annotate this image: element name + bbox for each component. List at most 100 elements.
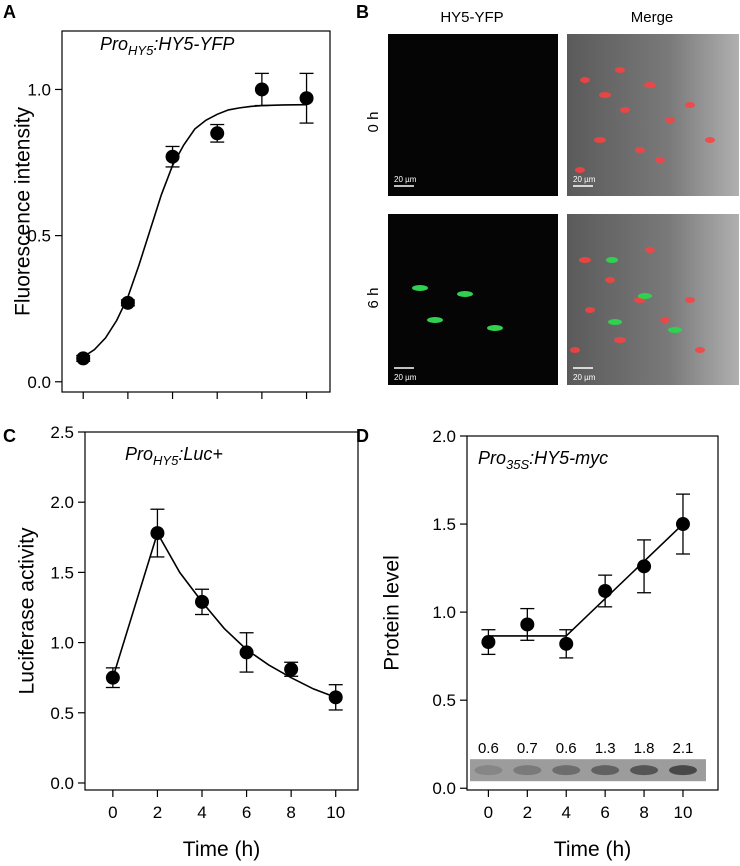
annotation-part: Pro	[478, 448, 506, 468]
data-point	[637, 559, 652, 574]
blot-label: 0.7	[517, 740, 538, 757]
fit-curve	[82, 103, 307, 358]
y-tick-label: 0.0	[432, 779, 456, 798]
blot-band	[513, 765, 542, 776]
data-point	[120, 295, 135, 310]
data-point	[150, 526, 165, 541]
annotation-part: :HY5-YFP	[153, 34, 234, 54]
x-tick-label: 4	[197, 803, 206, 822]
plot-frame	[61, 30, 331, 393]
y-tick-label: 2.0	[432, 427, 456, 446]
scale-bar-label: 20 µm	[394, 373, 417, 382]
panel-label: B	[356, 2, 369, 22]
fit-curve	[488, 523, 684, 637]
column-title: HY5-YFP	[440, 9, 503, 26]
data-point	[239, 645, 254, 660]
y-tick-label: 0.0	[50, 774, 74, 793]
fit-curve	[112, 531, 336, 699]
data-point	[675, 517, 690, 532]
blot-band	[552, 765, 581, 776]
blot-label: 1.3	[595, 740, 616, 757]
y-axis-title: Protein level	[381, 555, 404, 671]
scale-bar-label: 20 µm	[394, 175, 417, 184]
annotation: Pro35S:HY5-myc	[478, 448, 608, 472]
blot-label: 0.6	[556, 740, 577, 757]
scale-bar-label: 20 µm	[573, 373, 596, 382]
data-point	[598, 583, 613, 598]
annotation-part: Pro	[100, 34, 128, 54]
y-tick-label: 2.0	[50, 493, 74, 512]
blot-label: 2.1	[673, 740, 694, 757]
data-point	[520, 617, 535, 632]
annotation: ProHY5:HY5-YFP	[100, 34, 234, 58]
annotation: ProHY5:Luc+	[125, 444, 223, 468]
annotation-part: :HY5-myc	[529, 448, 608, 468]
column-title: Merge	[631, 9, 674, 26]
annotation-subscript: 35S	[506, 457, 529, 472]
nuclei	[570, 67, 715, 353]
scale-bar-label: 20 µm	[573, 175, 596, 184]
y-tick-label: 1.0	[50, 634, 74, 653]
x-tick-label: 0	[484, 803, 493, 822]
blot-label: 1.8	[634, 740, 655, 757]
panel-label: C	[3, 426, 16, 446]
x-tick-label: 6	[600, 803, 609, 822]
y-axis-title: Fluorescence intensity	[12, 107, 35, 316]
x-tick-label: 10	[326, 803, 345, 822]
x-axis-title: Time (h)	[183, 838, 260, 861]
micrograph	[388, 214, 558, 385]
panel-label: A	[3, 2, 16, 22]
micrograph	[388, 34, 558, 196]
x-tick-label: 10	[674, 803, 693, 822]
x-tick-label: 4	[561, 803, 570, 822]
blot-band	[630, 765, 659, 776]
data-point	[254, 82, 269, 97]
annotation-part: Pro	[125, 444, 153, 464]
y-tick-label: 0.5	[50, 704, 74, 723]
plot-frame	[466, 435, 719, 791]
annotation-subscript: HY5	[128, 43, 154, 58]
y-axis-title: Luciferase activity	[16, 527, 39, 694]
y-tick-label: 1.5	[50, 563, 74, 582]
blot-band	[591, 765, 620, 776]
annotation-subscript: HY5	[153, 453, 179, 468]
micrograph	[567, 214, 739, 385]
western-blot	[470, 759, 706, 782]
y-tick-label: 1.0	[27, 80, 51, 99]
data-point	[76, 351, 91, 366]
x-tick-label: 8	[286, 803, 295, 822]
y-tick-label: 2.5	[50, 423, 74, 442]
blot-band	[668, 765, 697, 776]
data-point	[328, 690, 343, 705]
row-title: 0 h	[365, 112, 382, 133]
row-title: 6 h	[365, 288, 382, 309]
micrograph	[567, 34, 739, 196]
plot-frame	[84, 431, 359, 791]
x-tick-label: 2	[153, 803, 162, 822]
yfp-signal	[412, 257, 682, 333]
y-tick-label: 0.0	[27, 373, 51, 392]
x-axis-title: Time (h)	[554, 838, 631, 861]
y-tick-label: 0.5	[27, 227, 51, 246]
scale-bars	[394, 185, 593, 369]
data-point	[165, 149, 180, 164]
x-tick-label: 8	[639, 803, 648, 822]
panel-label: D	[356, 426, 369, 446]
data-point	[105, 670, 120, 685]
annotation-part: :Luc+	[178, 444, 223, 464]
data-point	[284, 662, 299, 677]
data-point	[559, 636, 574, 651]
x-tick-label: 2	[523, 803, 532, 822]
x-tick-label: 0	[108, 803, 117, 822]
blot-band	[474, 765, 503, 776]
data-point	[210, 126, 225, 141]
y-tick-label: 0.5	[432, 691, 456, 710]
x-tick-label: 6	[242, 803, 251, 822]
data-point	[481, 635, 496, 650]
data-point	[195, 594, 209, 609]
y-tick-label: 1.5	[432, 515, 456, 534]
data-point	[299, 91, 314, 106]
